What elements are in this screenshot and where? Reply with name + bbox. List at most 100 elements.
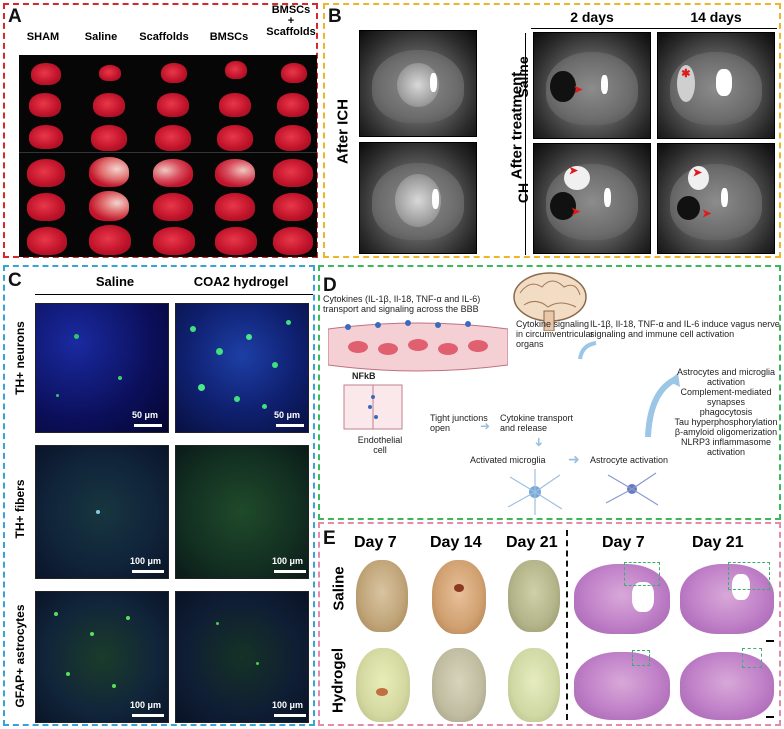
slice: [89, 157, 129, 187]
text-astrocyte-activation: Astrocyte activation: [590, 455, 669, 465]
scale-label: 100 μm: [130, 700, 162, 710]
col-header-sham: SHAM: [26, 31, 60, 43]
text-tight-junctions: Tight junctions open: [430, 413, 488, 433]
slice: [281, 63, 307, 83]
slice: [99, 65, 121, 81]
col-header-scaffolds: Scaffolds: [139, 31, 189, 43]
slice: [93, 93, 125, 117]
micrograph-saline-th-neurons: 50 μm: [35, 303, 169, 433]
slice: [273, 159, 313, 187]
endothelial-cell-illustration: [343, 384, 403, 430]
slice: [225, 61, 247, 79]
panel-b-label: B: [328, 6, 342, 27]
text-activated-microglia: Activated microglia: [470, 455, 546, 465]
header-day-14: Day 14: [430, 534, 482, 551]
slice: [215, 227, 257, 255]
slice: [91, 125, 127, 151]
micrograph-hydrogel-th-neurons: 50 μm: [175, 303, 309, 433]
text-vagus: IL-1β, Il-18, TNF-α and IL-6 induce vagu…: [590, 319, 780, 339]
slice: [153, 193, 193, 221]
slice: [29, 125, 63, 149]
curved-arrow-icon: [578, 341, 597, 360]
row-label-saline: Saline: [330, 566, 348, 611]
slice: [277, 93, 309, 117]
scale-label: 50 μm: [274, 410, 301, 420]
col-header-coa2-hydrogel: COA2 hydrogel: [193, 274, 289, 289]
brain-icon: [513, 272, 587, 331]
slice: [157, 93, 189, 117]
scale-label: 100 μm: [130, 556, 162, 566]
brain-photo-hydrogel-day21: [508, 648, 560, 722]
panel-b: B 2 days 14 days After ICH After treatme…: [323, 3, 781, 258]
col-header-bmscs: BMSCs: [209, 31, 249, 43]
slice: [215, 193, 255, 221]
row-label-th-fibers: TH+ fibers: [13, 479, 27, 539]
text-cytokines-bbb: Cytokines (IL-1β, Il-18, TNF-α and IL-6)…: [323, 294, 481, 314]
col-header-saline: Saline: [95, 274, 135, 289]
slice: [273, 193, 313, 221]
histology-hydrogel-day7: [574, 652, 670, 720]
slice: [219, 93, 251, 117]
scale-label: 50 μm: [132, 410, 159, 420]
brain-photo-hydrogel-day7: [356, 648, 410, 722]
label-after-ich: After ICH: [334, 99, 352, 165]
slice: [27, 193, 65, 221]
arrow-icon: ➜: [532, 436, 547, 448]
row-label-hydrogel: Hydrogel: [329, 648, 347, 714]
slice: [27, 227, 67, 255]
arrow-icon: ➜: [568, 451, 580, 467]
panel-e-label: E: [323, 528, 336, 549]
slice: [27, 159, 65, 187]
panel-d: D Cytokines (IL-1β, Il-18, TNF-α and IL-…: [318, 265, 781, 520]
row-label-gfap-astrocytes: GFAP+ astrocytes: [13, 604, 27, 708]
slice: [31, 63, 61, 85]
micrograph-saline-th-fibers: 100 μm: [35, 445, 169, 579]
mri-after-ich-2: [359, 142, 477, 254]
brain-photo-saline-day14: [432, 560, 486, 634]
slice: [273, 227, 313, 255]
slice: [155, 125, 191, 151]
scale-label: 100 μm: [272, 700, 304, 710]
effects-list: Astrocytes and microglia activation Comp…: [672, 367, 780, 457]
panel-c-label: C: [8, 270, 22, 291]
panel-e: E Day 7 Day 14 Day 21 Day 7 Day 21 Salin…: [318, 522, 781, 726]
effect-item: phagocytosis: [699, 407, 753, 417]
panel-c: C Saline COA2 hydrogel TH+ neurons TH+ f…: [3, 265, 315, 726]
mri-saline-2-days: ➤: [533, 32, 651, 139]
tissue-slices-photo: [19, 55, 317, 257]
micrograph-hydrogel-th-fibers: 100 μm: [175, 445, 309, 579]
text-cytokine-signaling: Cytokine signaling in circumventricular …: [516, 319, 594, 349]
effect-item: Astrocytes and microglia activation: [676, 367, 776, 387]
col-header-saline: Saline: [84, 31, 118, 43]
header-2-days: 2 days: [570, 9, 614, 25]
slice: [217, 125, 253, 151]
panel-a-label: A: [8, 6, 22, 27]
slice: [153, 159, 193, 187]
row-label-th-neurons: TH+ neurons: [13, 321, 27, 395]
label-row-ch: CH: [515, 182, 531, 204]
text-endothelial: Endothelial cell: [357, 435, 403, 455]
brain-photo-saline-day7: [356, 560, 408, 632]
histology-hydrogel-day21: [680, 652, 774, 720]
mri-saline-14-days: ✱: [657, 32, 775, 139]
slice: [29, 93, 61, 117]
arrow-icon: ➜: [480, 419, 491, 433]
label-row-saline: Saline: [515, 56, 531, 98]
scale-label: 100 μm: [272, 556, 304, 566]
header-day-7: Day 7: [354, 534, 397, 551]
header-day-7-histology: Day 7: [602, 534, 645, 551]
header-day-21: Day 21: [506, 534, 558, 551]
header-14-days: 14 days: [690, 9, 742, 25]
mri-ch-14-days: ➤ ➤: [657, 143, 775, 254]
slice: [161, 63, 187, 83]
mri-ch-2-days: ➤ ➤: [533, 143, 651, 254]
micrograph-hydrogel-gfap: 100 μm: [175, 591, 309, 723]
header-day-21-histology: Day 21: [692, 534, 744, 551]
panel-a: A SHAM Saline Scaffolds BMSCs BMSCs + Sc…: [3, 3, 318, 258]
mri-after-ich-1: [359, 30, 477, 137]
micrograph-saline-gfap: 100 μm: [35, 591, 169, 723]
slice: [275, 125, 311, 151]
slice: [153, 227, 195, 255]
text-cytokine-transport: Cytokine transport and release: [500, 413, 574, 433]
histology-saline-day21: [680, 564, 774, 634]
